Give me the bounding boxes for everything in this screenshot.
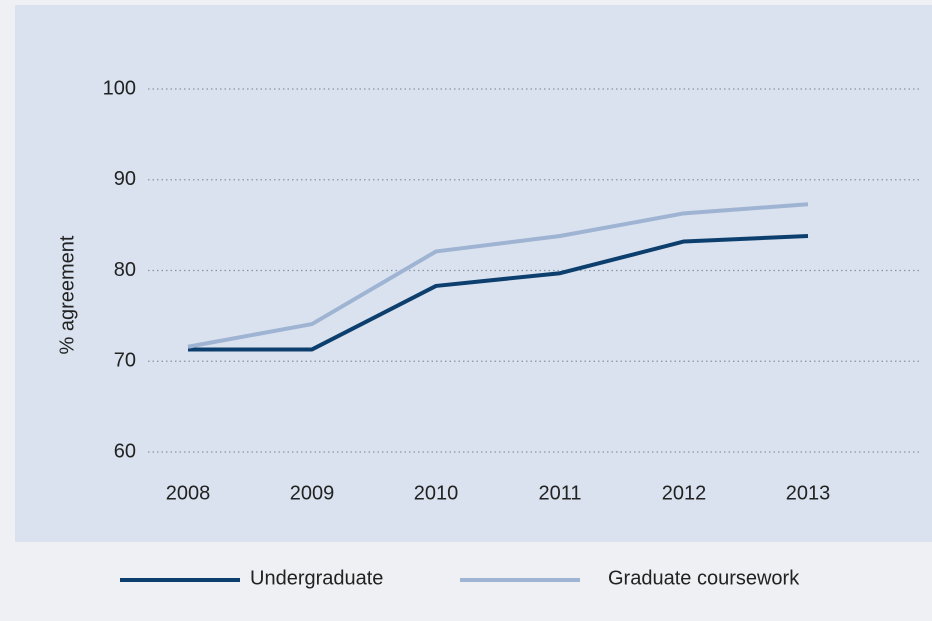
x-tick-label: 2010 [414, 482, 459, 504]
y-tick-label: 80 [114, 259, 136, 281]
series-line [187, 202, 809, 349]
legend-label: Undergraduate [250, 567, 383, 589]
x-tick-label: 2012 [662, 482, 707, 504]
x-tick-label: 2008 [166, 482, 211, 504]
y-axis-label: % agreement [56, 235, 78, 354]
series-line [188, 234, 809, 352]
x-tick-label: 2011 [538, 482, 581, 504]
y-tick-label: 90 [114, 168, 136, 190]
y-tick-label: 100 [103, 77, 136, 99]
y-tick-label: 70 [114, 350, 136, 372]
plot-panel [15, 5, 932, 542]
y-tick-label: 60 [114, 440, 136, 462]
x-tick-label: 2013 [786, 482, 831, 504]
x-tick-label: 2009 [290, 482, 335, 504]
legend-label: Graduate coursework [608, 567, 800, 589]
